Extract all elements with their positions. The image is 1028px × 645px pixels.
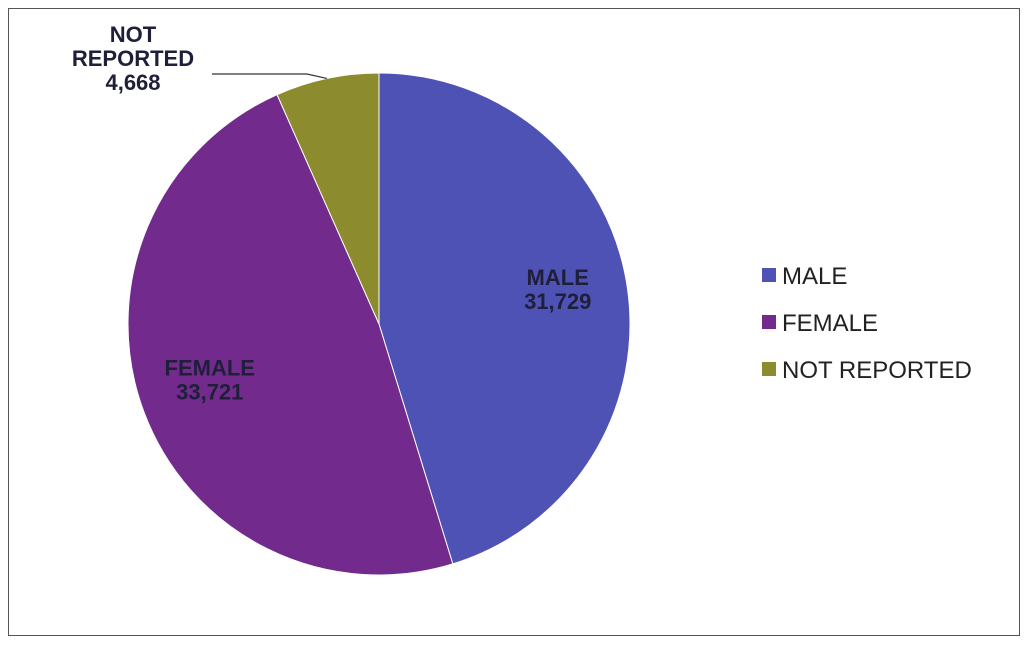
slice-label-female-line-1: 33,721 — [176, 379, 243, 404]
legend-label-female: FEMALE — [782, 310, 878, 337]
legend-label-male: MALE — [782, 263, 847, 290]
leader-lines — [212, 73, 328, 80]
legend-swatch-female — [762, 315, 776, 329]
legend-swatch-not-reported — [762, 362, 776, 376]
slice-label-male-line-1: 31,729 — [524, 289, 591, 314]
pie-slice-male — [378, 72, 631, 565]
slice-label-not-reported-line-2: 4,668 — [105, 70, 160, 95]
legend: MALE FEMALE NOT REPORTED — [762, 263, 972, 384]
slice-label-not-reported-line-0: NOT — [110, 22, 157, 47]
slice-label-female-line-0: FEMALE — [165, 355, 255, 380]
leader-line-not-reported — [212, 73, 328, 80]
slice-label-not-reported-line-1: REPORTED — [72, 46, 194, 71]
pie-slice-female — [127, 93, 454, 576]
legend-swatch-male — [762, 268, 776, 282]
legend-label-not-reported: NOT REPORTED — [782, 357, 972, 384]
pie-slices — [127, 72, 631, 576]
slice-label-male-line-0: MALE — [527, 265, 589, 290]
